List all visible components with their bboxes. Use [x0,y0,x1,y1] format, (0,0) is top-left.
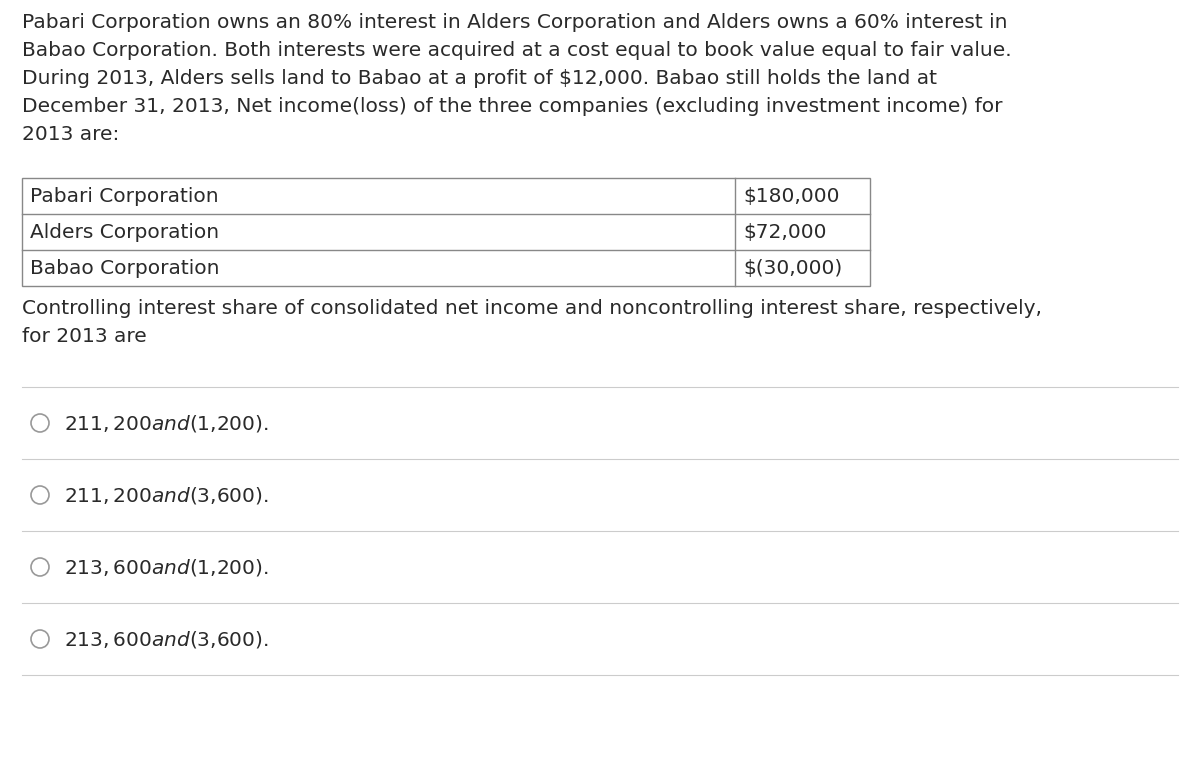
Text: ​$211,200 and ($3,600).: ​$211,200 and ($3,600). [64,485,269,506]
Text: ​$211,200 and ($1,200).: ​$211,200 and ($1,200). [64,413,269,433]
Text: Babao Corporation: Babao Corporation [30,259,220,277]
Text: During 2013, Alders sells land to Babao at a profit of $12,000. Babao still hold: During 2013, Alders sells land to Babao … [22,69,937,88]
Text: Controlling interest share of consolidated net income and noncontrolling interes: Controlling interest share of consolidat… [22,299,1042,318]
Text: ​$213,600 and ($3,600).: ​$213,600 and ($3,600). [64,629,269,650]
Text: Alders Corporation: Alders Corporation [30,223,220,241]
Text: 2013 are:: 2013 are: [22,125,119,144]
Text: $(30,000): $(30,000) [743,259,842,277]
Text: Pabari Corporation owns an 80% interest in Alders Corporation and Alders owns a : Pabari Corporation owns an 80% interest … [22,13,1008,32]
Text: $72,000: $72,000 [743,223,827,241]
Text: Babao Corporation. Both interests were acquired at a cost equal to book value eq: Babao Corporation. Both interests were a… [22,41,1012,60]
Text: ​$213,600 and ($1,200).: ​$213,600 and ($1,200). [64,556,269,577]
Text: December 31, 2013, Net income(loss) of the three companies (excluding investment: December 31, 2013, Net income(loss) of t… [22,97,1002,116]
Bar [22,178,870,286]
Text: Pabari Corporation: Pabari Corporation [30,186,218,206]
Text: $180,000: $180,000 [743,186,840,206]
Text: for 2013 are: for 2013 are [22,327,146,346]
